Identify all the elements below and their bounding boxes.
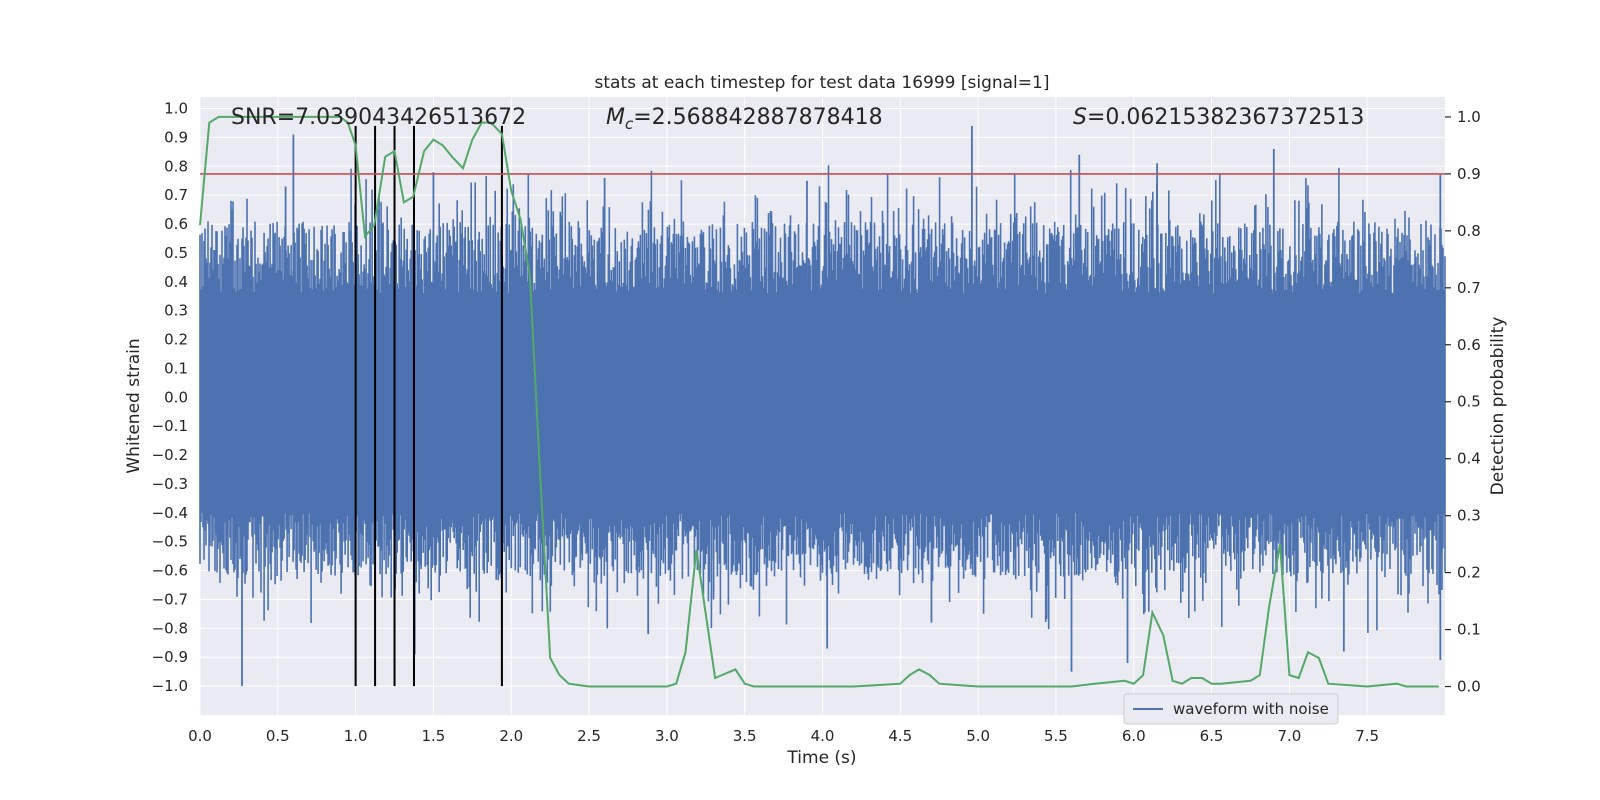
- y-tick-label: −0.8: [152, 619, 188, 637]
- y-tick-label: −1.0: [152, 677, 188, 695]
- y-tick-label: 0.5: [164, 244, 188, 262]
- x-tick-label: 5.5: [1044, 727, 1068, 745]
- y2-tick-label: 0.5: [1457, 393, 1481, 411]
- y-tick-label: −0.5: [152, 533, 188, 551]
- y-tick-label: −0.3: [152, 475, 188, 493]
- x-tick-label: 3.0: [655, 727, 679, 745]
- x-tick-label: 7.5: [1355, 727, 1379, 745]
- s-annotation: S=0.06215382367372513: [1073, 105, 1364, 130]
- chirp-mass-symbol: M: [606, 105, 625, 130]
- y2-tick-label: 1.0: [1457, 108, 1481, 126]
- detection-probability-series: [199, 115, 1439, 688]
- x-tick-label: 2.5: [577, 727, 601, 745]
- y2-tick-label: 0.1: [1457, 621, 1481, 639]
- y-tick-label: −0.7: [152, 590, 188, 608]
- y-tick-label: −0.1: [152, 417, 188, 435]
- y-tick-label: −0.6: [152, 562, 188, 580]
- legend-box: [1123, 693, 1339, 725]
- x-axis-ticks: 0.0 0.5 1.0 1.5 2.0 2.5 3.0 3.5 4.0 4.5 5.0 5.5 6.0 6…: [188, 727, 1379, 745]
- y2-tick-label: 0.2: [1457, 564, 1481, 582]
- y-tick-label: −0.9: [152, 648, 188, 666]
- y-tick-label: 0.2: [164, 331, 188, 349]
- chirp-mass-value: =2.568842887878418: [633, 105, 882, 130]
- waveform-trace: [199, 165, 1446, 633]
- x-tick-label: 3.5: [733, 727, 757, 745]
- y-tick-label: 0.8: [164, 157, 188, 175]
- x-tick-label: 5.0: [966, 727, 990, 745]
- y2-tick-label: 0.6: [1457, 336, 1481, 354]
- legend-label: waveform with noise: [1173, 700, 1329, 718]
- y-tick-label: −0.2: [152, 446, 188, 464]
- y2-tick-label: 0.4: [1457, 450, 1481, 468]
- y2-axis-label: Detection probability: [1488, 317, 1508, 496]
- x-tick-label: 6.5: [1200, 727, 1224, 745]
- y-tick-label: 0.7: [164, 186, 188, 204]
- x-axis-label: Time (s): [786, 748, 856, 768]
- y-tick-label: 1.0: [164, 100, 188, 118]
- x-tick-label: 0.0: [188, 727, 212, 745]
- y-tick-label: 0.0: [164, 388, 188, 406]
- x-tick-label: 1.5: [422, 727, 446, 745]
- y-axis-ticks: 1.0 0.9 0.8 0.7 0.6 0.5 0.4 0.3 0.2 0.1 0.0 −0.1 −0.…: [152, 100, 188, 696]
- y2-tick-label: 0.7: [1457, 279, 1481, 297]
- y-tick-label: 0.1: [164, 359, 188, 377]
- y-tick-label: 0.3: [164, 302, 188, 320]
- probability-line: [199, 115, 1439, 688]
- y-tick-label: 0.9: [164, 128, 188, 146]
- s-symbol: S: [1073, 105, 1087, 130]
- y-tick-label: 0.4: [164, 273, 188, 291]
- snr-annotation: SNR=7.039043426513672: [231, 105, 526, 130]
- chirp-mass-annotation: Mc=2.568842887878418: [606, 105, 883, 133]
- y2-tick-label: 0.8: [1457, 222, 1481, 240]
- x-tick-label: 7.0: [1277, 727, 1301, 745]
- x-tick-label: 1.0: [344, 727, 368, 745]
- chirp-mass-subscript: c: [625, 115, 634, 133]
- y-axis-label: Whitened strain: [124, 338, 144, 473]
- x-tick-label: 4.5: [888, 727, 912, 745]
- y2-tick-label: 0.3: [1457, 507, 1481, 525]
- waveform-series: [199, 125, 1446, 687]
- y-tick-label: −0.4: [152, 504, 188, 522]
- chart-title: stats at each timestep for test data 169…: [595, 73, 1050, 93]
- x-tick-label: 6.0: [1122, 727, 1146, 745]
- s-value: =0.06215382367372513: [1087, 105, 1364, 130]
- x-tick-label: 4.0: [811, 727, 835, 745]
- y2-tick-label: 0.0: [1457, 678, 1481, 696]
- y2-axis-ticks: 1.0 0.9 0.8 0.7 0.6 0.5 0.4 0.3 0.2 0.1 0.0: [1445, 108, 1481, 696]
- y-tick-label: 0.6: [164, 215, 188, 233]
- legend: waveform with noise: [1123, 693, 1339, 725]
- x-tick-label: 0.5: [266, 727, 290, 745]
- y2-tick-label: 0.9: [1457, 165, 1481, 183]
- x-tick-label: 2.0: [499, 727, 523, 745]
